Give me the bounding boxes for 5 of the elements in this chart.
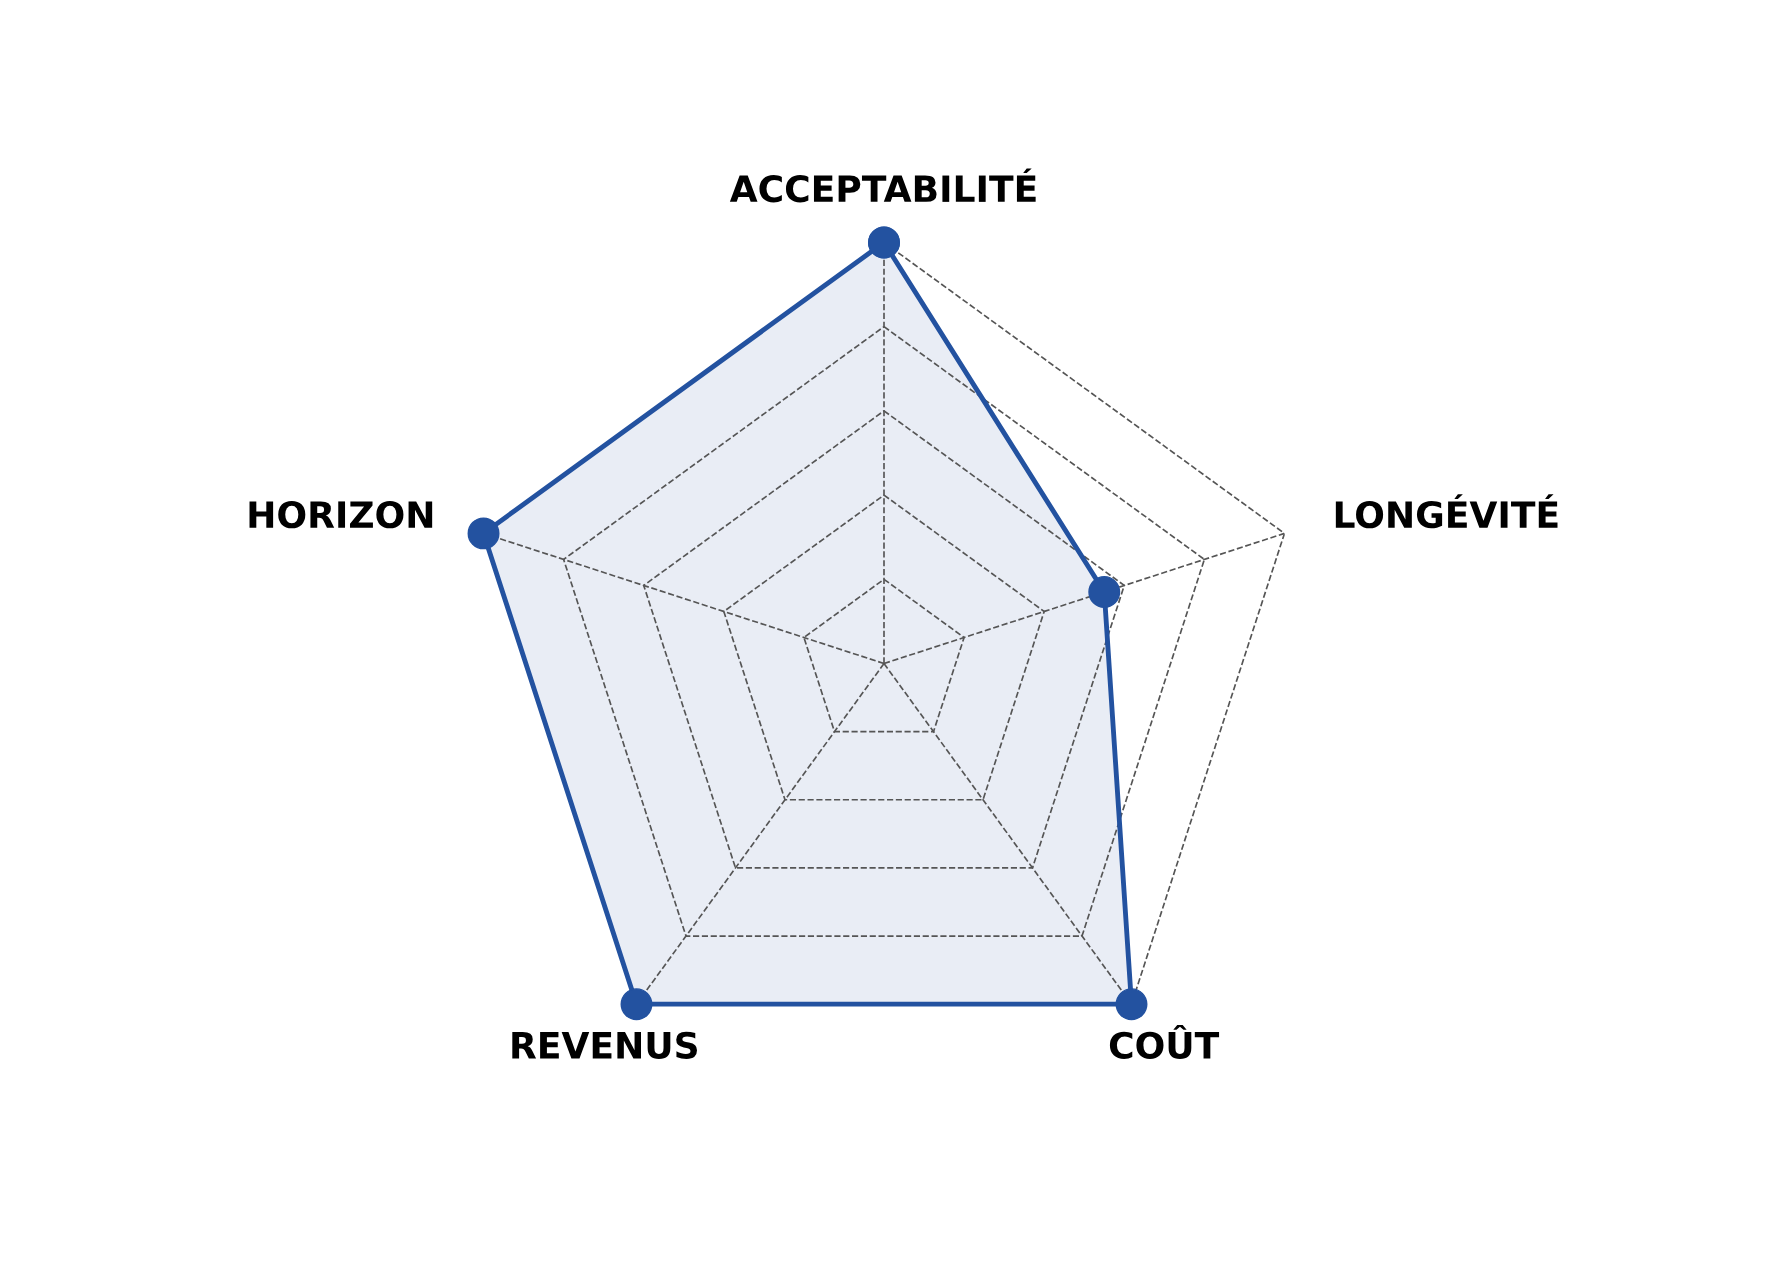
- spoke-label: COÛT: [1109, 1025, 1220, 1059]
- spoke-label: HORIZON: [249, 500, 433, 529]
- spoke-label: LONGÉVITÉ: [1335, 494, 1558, 529]
- spoke-label: REVENUS: [512, 1031, 697, 1059]
- spoke-label: ACCEPTABILITÉ: [729, 168, 1036, 203]
